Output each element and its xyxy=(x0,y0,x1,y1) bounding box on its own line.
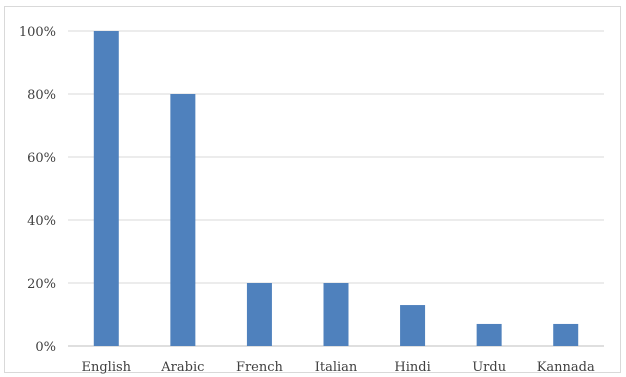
x-axis-labels: English Arabic French Italian Hindi Urdu Kanna… xyxy=(82,360,595,375)
y-axis-ticks: 0% 20% 40% 60% 80% 100% xyxy=(19,25,56,355)
y-tick-label: 100% xyxy=(19,25,56,40)
bar-kannada xyxy=(553,323,579,346)
x-tick-label: Hindi xyxy=(394,360,430,375)
y-tick-label: 20% xyxy=(27,277,56,292)
gridlines xyxy=(68,30,604,347)
bar-hindi xyxy=(400,305,426,346)
x-tick-label: French xyxy=(236,360,284,375)
y-tick-label: 40% xyxy=(27,214,56,229)
bar-english xyxy=(93,31,119,346)
x-tick-label: Arabic xyxy=(160,360,204,375)
y-tick-label: 0% xyxy=(35,340,56,355)
y-tick-label: 80% xyxy=(27,88,56,103)
x-tick-label: Italian xyxy=(315,360,358,375)
bars xyxy=(93,31,579,346)
bar-arabic xyxy=(170,94,196,346)
x-tick-label: English xyxy=(82,360,132,375)
bar-urdu xyxy=(476,323,502,346)
bar-french xyxy=(246,283,272,346)
y-tick-label: 60% xyxy=(27,151,56,166)
bar-italian xyxy=(323,283,349,346)
x-tick-label: Kannada xyxy=(537,360,595,375)
x-tick-label: Urdu xyxy=(472,360,506,375)
